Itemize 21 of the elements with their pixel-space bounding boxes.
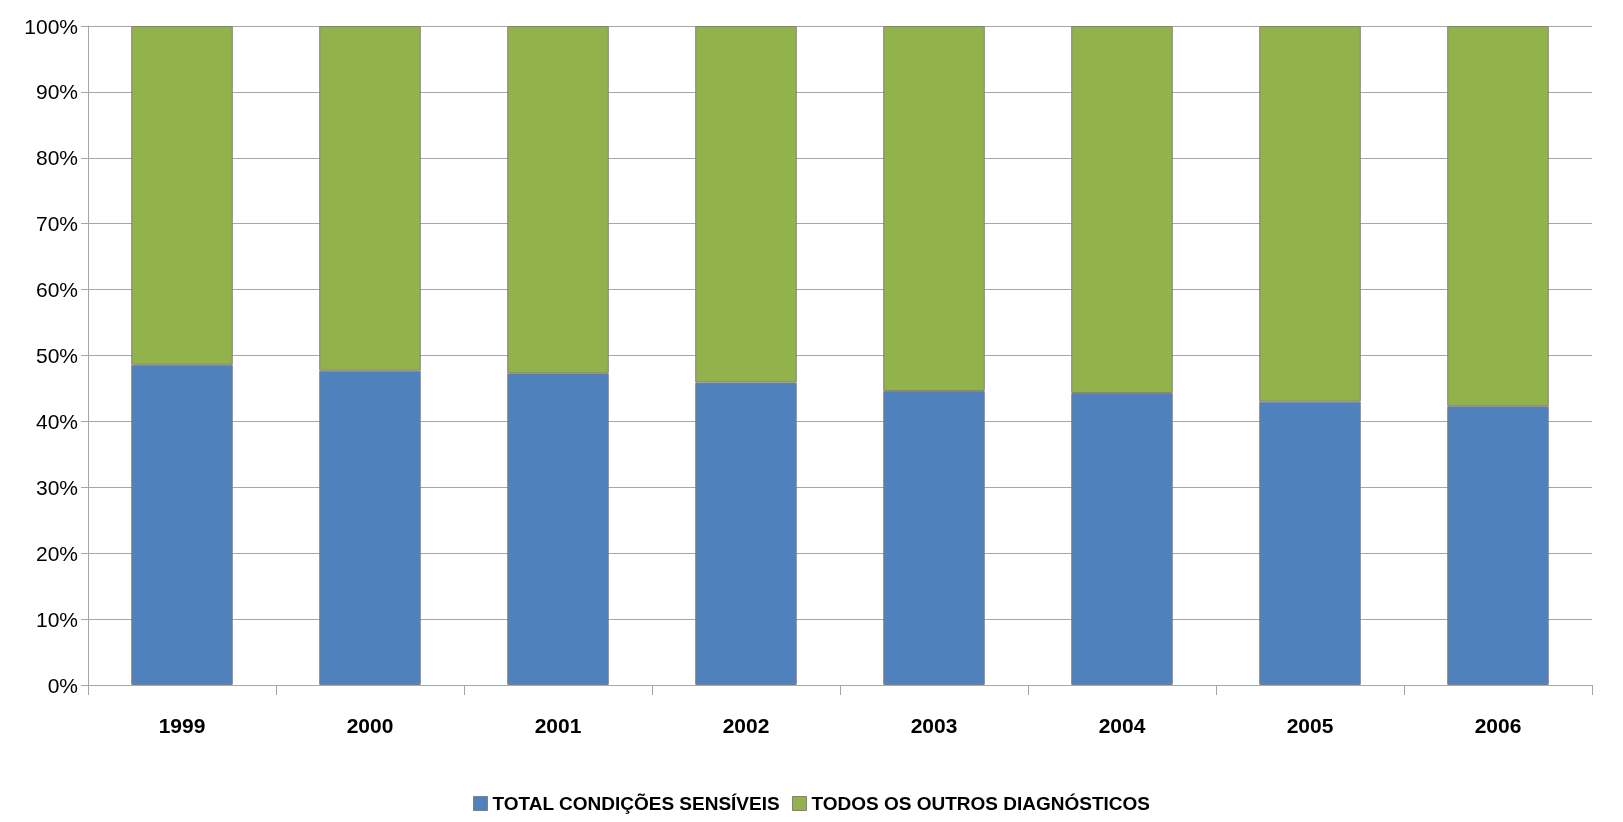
x-tick-label: 2005	[1286, 714, 1334, 737]
x-tick-label: 2001	[534, 714, 582, 737]
y-tick-label: 70%	[35, 212, 78, 236]
y-tick-label: 60%	[35, 278, 78, 302]
y-tick-label: 0%	[47, 673, 78, 697]
legend-label: TODOS OS OUTROS DIAGNÓSTICOS	[811, 793, 1151, 814]
x-tick-label: 2002	[722, 714, 770, 737]
x-tick-label: 2000	[346, 714, 394, 737]
legend-label: TOTAL CONDIÇÕES SENSÍVEIS	[492, 793, 780, 814]
x-tick-label: 2003	[910, 714, 958, 737]
x-tick-label: 1999	[158, 714, 206, 737]
y-tick-label: 80%	[35, 146, 78, 170]
y-tick-label: 90%	[35, 80, 78, 104]
y-tick-label: 30%	[35, 475, 78, 499]
x-tick-label: 2006	[1474, 714, 1522, 737]
y-tick-label: 100%	[24, 14, 78, 38]
y-tick-label: 40%	[35, 409, 78, 433]
y-tick-label: 10%	[35, 607, 78, 631]
y-tick-label: 50%	[35, 344, 78, 367]
y-tick-label: 20%	[35, 541, 78, 565]
x-tick-label: 2004	[1098, 714, 1146, 737]
